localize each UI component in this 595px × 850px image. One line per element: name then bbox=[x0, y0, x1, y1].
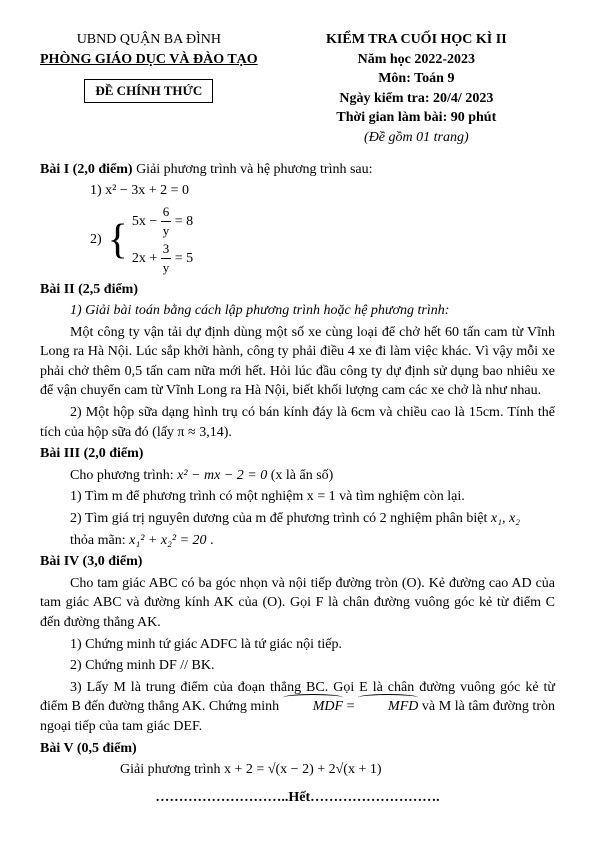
frac-top-den: y bbox=[161, 222, 172, 240]
bai-1-eq2-label: 2) bbox=[90, 230, 102, 250]
official-stamp: ĐỀ CHÍNH THỨC bbox=[84, 79, 213, 103]
sys-bot-b: = 5 bbox=[175, 251, 193, 266]
bai-4-p4: 3) Lấy M là trung điểm của đoạn thẳng BC… bbox=[40, 678, 555, 737]
bai-1-eq2: 2) { 5x − 6y = 8 2x + 3y = 5 bbox=[40, 203, 555, 278]
bai-3-p4a: thỏa mãn: bbox=[70, 533, 129, 548]
header-right: KIỂM TRA CUỐI HỌC KÌ II Năm học 2022-202… bbox=[278, 30, 555, 148]
bai-1-eq1: 1) x² − 3x + 2 = 0 bbox=[40, 181, 555, 201]
bai-3-p3v: x₁, x₂ bbox=[491, 511, 520, 526]
bai-3-p1eq: x² − mx − 2 = 0 bbox=[177, 468, 267, 483]
bai-3-p1a: Cho phương trình: bbox=[70, 468, 177, 483]
issuer-line1: UBND QUẬN BA ĐÌNH bbox=[40, 30, 258, 50]
bai-4-p3: 2) Chứng minh DF // BK. bbox=[40, 656, 555, 676]
system-body: 5x − 6y = 8 2x + 3y = 5 bbox=[130, 203, 193, 278]
frac-top-num: 6 bbox=[161, 203, 172, 222]
brace-icon: { bbox=[108, 219, 128, 261]
bai-5-title: Bài V (0,5 điểm) bbox=[40, 739, 555, 759]
bai-4-p1: Cho tam giác ABC có ba góc nhọn và nội t… bbox=[40, 574, 555, 633]
header: UBND QUẬN BA ĐÌNH PHÒNG GIÁO DỤC VÀ ĐÀO … bbox=[40, 30, 555, 148]
subject: Môn: Toán 9 bbox=[278, 69, 555, 89]
frac-bot-den: y bbox=[161, 259, 172, 277]
arc-mfd: MFD bbox=[358, 697, 418, 717]
bai-3-p2: 1) Tìm m để phương trình có một nghiệm x… bbox=[40, 487, 555, 507]
exam-date: Ngày kiểm tra: 20/4/ 2023 bbox=[278, 89, 555, 109]
school-year: Năm học 2022-2023 bbox=[278, 50, 555, 70]
arc-mdf: MDF bbox=[283, 697, 343, 717]
bai-3-p3a: 2) Tìm giá trị nguyên dương của m để phư… bbox=[70, 511, 491, 526]
bai-4-title: Bài IV (3,0 điểm) bbox=[40, 552, 555, 572]
header-left: UBND QUẬN BA ĐÌNH PHÒNG GIÁO DỤC VÀ ĐÀO … bbox=[40, 30, 258, 148]
frac-bot-num: 3 bbox=[161, 240, 172, 259]
bai-4-eq: = bbox=[343, 699, 358, 714]
bai-5-p1: Giải phương trình x + 2 = √(x − 2) + 2√(… bbox=[40, 760, 555, 780]
bai-3-p4eq: x₁² + x₂² = 20 bbox=[129, 533, 206, 548]
bai-2-p1: 1) Giải bài toán bằng cách lập phương tr… bbox=[40, 301, 555, 321]
exam-title: KIỂM TRA CUỐI HỌC KÌ II bbox=[278, 30, 555, 50]
bai-1: Bài I (2,0 điểm) Giải phương trình và hệ… bbox=[40, 160, 555, 180]
frac-top: 6y bbox=[161, 203, 172, 240]
bai-3-p3: 2) Tìm giá trị nguyên dương của m để phư… bbox=[40, 509, 555, 529]
sys-top-a: 5x − bbox=[132, 214, 157, 229]
sys-bot-a: 2x + bbox=[132, 251, 157, 266]
bai-1-prompt: Giải phương trình và hệ phương trình sau… bbox=[133, 162, 373, 177]
bai-3-p4b: . bbox=[207, 533, 214, 548]
frac-bot: 3y bbox=[161, 240, 172, 277]
end-marker: ………………………..Hết………………………. bbox=[40, 788, 555, 808]
sys-top-b: = 8 bbox=[175, 214, 193, 229]
bai-4-p2: 1) Chứng minh tứ giác ADFC là tứ giác nộ… bbox=[40, 635, 555, 655]
page-count: (Đề gồm 01 trang) bbox=[278, 128, 555, 148]
bai-3-p4: thỏa mãn: x₁² + x₂² = 20 . bbox=[40, 531, 555, 551]
duration: Thời gian làm bài: 90 phút bbox=[278, 108, 555, 128]
bai-3-title: Bài III (2,0 điểm) bbox=[40, 444, 555, 464]
bai-2-p2: Một công ty vận tải dự định dùng một số … bbox=[40, 323, 555, 401]
bai-3-p1b: (x là ẩn số) bbox=[267, 468, 333, 483]
bai-2-title: Bài II (2,5 điểm) bbox=[40, 280, 555, 300]
issuer-line2: PHÒNG GIÁO DỤC VÀ ĐÀO TẠO bbox=[40, 50, 258, 70]
bai-1-title: Bài I (2,0 điểm) bbox=[40, 162, 133, 177]
bai-3-p1: Cho phương trình: x² − mx − 2 = 0 (x là … bbox=[40, 466, 555, 486]
bai-2-p3: 2) Một hộp sữa dạng hình trụ có bán kính… bbox=[40, 403, 555, 442]
